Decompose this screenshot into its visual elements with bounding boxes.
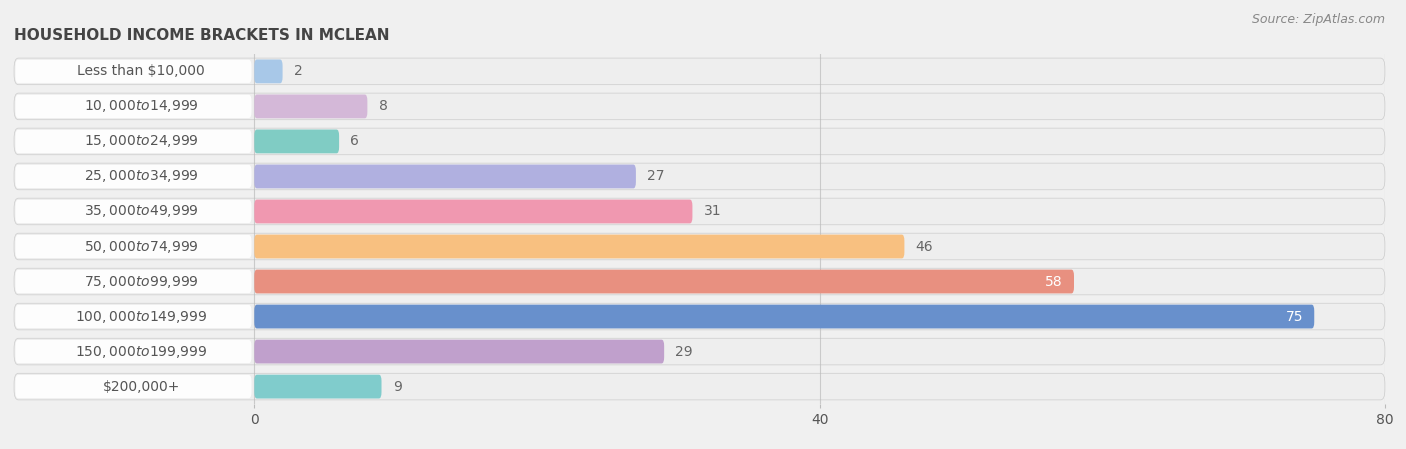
Text: $200,000+: $200,000+ — [103, 379, 180, 394]
Text: Source: ZipAtlas.com: Source: ZipAtlas.com — [1251, 13, 1385, 26]
FancyBboxPatch shape — [15, 375, 252, 398]
Text: $100,000 to $149,999: $100,000 to $149,999 — [75, 308, 208, 325]
FancyBboxPatch shape — [14, 93, 1385, 120]
Text: 8: 8 — [378, 99, 388, 114]
Text: 31: 31 — [704, 204, 721, 219]
Text: $35,000 to $49,999: $35,000 to $49,999 — [84, 203, 198, 220]
Text: $75,000 to $99,999: $75,000 to $99,999 — [84, 273, 198, 290]
Text: 6: 6 — [350, 134, 360, 149]
Text: Less than $10,000: Less than $10,000 — [77, 64, 205, 79]
Text: 29: 29 — [675, 344, 693, 359]
FancyBboxPatch shape — [254, 304, 1315, 329]
FancyBboxPatch shape — [15, 270, 252, 293]
FancyBboxPatch shape — [15, 60, 252, 83]
FancyBboxPatch shape — [15, 165, 252, 188]
FancyBboxPatch shape — [254, 374, 381, 399]
FancyBboxPatch shape — [14, 163, 1385, 190]
Text: $10,000 to $14,999: $10,000 to $14,999 — [84, 98, 198, 114]
Text: $15,000 to $24,999: $15,000 to $24,999 — [84, 133, 198, 150]
Text: 9: 9 — [392, 379, 402, 394]
FancyBboxPatch shape — [15, 305, 252, 328]
FancyBboxPatch shape — [14, 268, 1385, 295]
FancyBboxPatch shape — [14, 128, 1385, 155]
FancyBboxPatch shape — [14, 198, 1385, 225]
Text: 58: 58 — [1045, 274, 1063, 289]
Text: $150,000 to $199,999: $150,000 to $199,999 — [75, 343, 208, 360]
Text: 27: 27 — [647, 169, 665, 184]
FancyBboxPatch shape — [254, 269, 1074, 294]
FancyBboxPatch shape — [14, 338, 1385, 365]
FancyBboxPatch shape — [15, 235, 252, 258]
Text: HOUSEHOLD INCOME BRACKETS IN MCLEAN: HOUSEHOLD INCOME BRACKETS IN MCLEAN — [14, 28, 389, 44]
Text: $50,000 to $74,999: $50,000 to $74,999 — [84, 238, 198, 255]
FancyBboxPatch shape — [254, 94, 367, 119]
FancyBboxPatch shape — [254, 199, 692, 224]
FancyBboxPatch shape — [254, 234, 904, 259]
FancyBboxPatch shape — [254, 129, 339, 154]
FancyBboxPatch shape — [14, 373, 1385, 400]
FancyBboxPatch shape — [15, 200, 252, 223]
FancyBboxPatch shape — [254, 164, 636, 189]
FancyBboxPatch shape — [254, 339, 664, 364]
FancyBboxPatch shape — [254, 59, 283, 84]
Text: 2: 2 — [294, 64, 302, 79]
FancyBboxPatch shape — [15, 95, 252, 118]
FancyBboxPatch shape — [14, 58, 1385, 85]
FancyBboxPatch shape — [14, 233, 1385, 260]
Text: $25,000 to $34,999: $25,000 to $34,999 — [84, 168, 198, 185]
FancyBboxPatch shape — [15, 130, 252, 153]
FancyBboxPatch shape — [15, 340, 252, 363]
Text: 46: 46 — [915, 239, 934, 254]
FancyBboxPatch shape — [14, 303, 1385, 330]
Text: 75: 75 — [1285, 309, 1303, 324]
